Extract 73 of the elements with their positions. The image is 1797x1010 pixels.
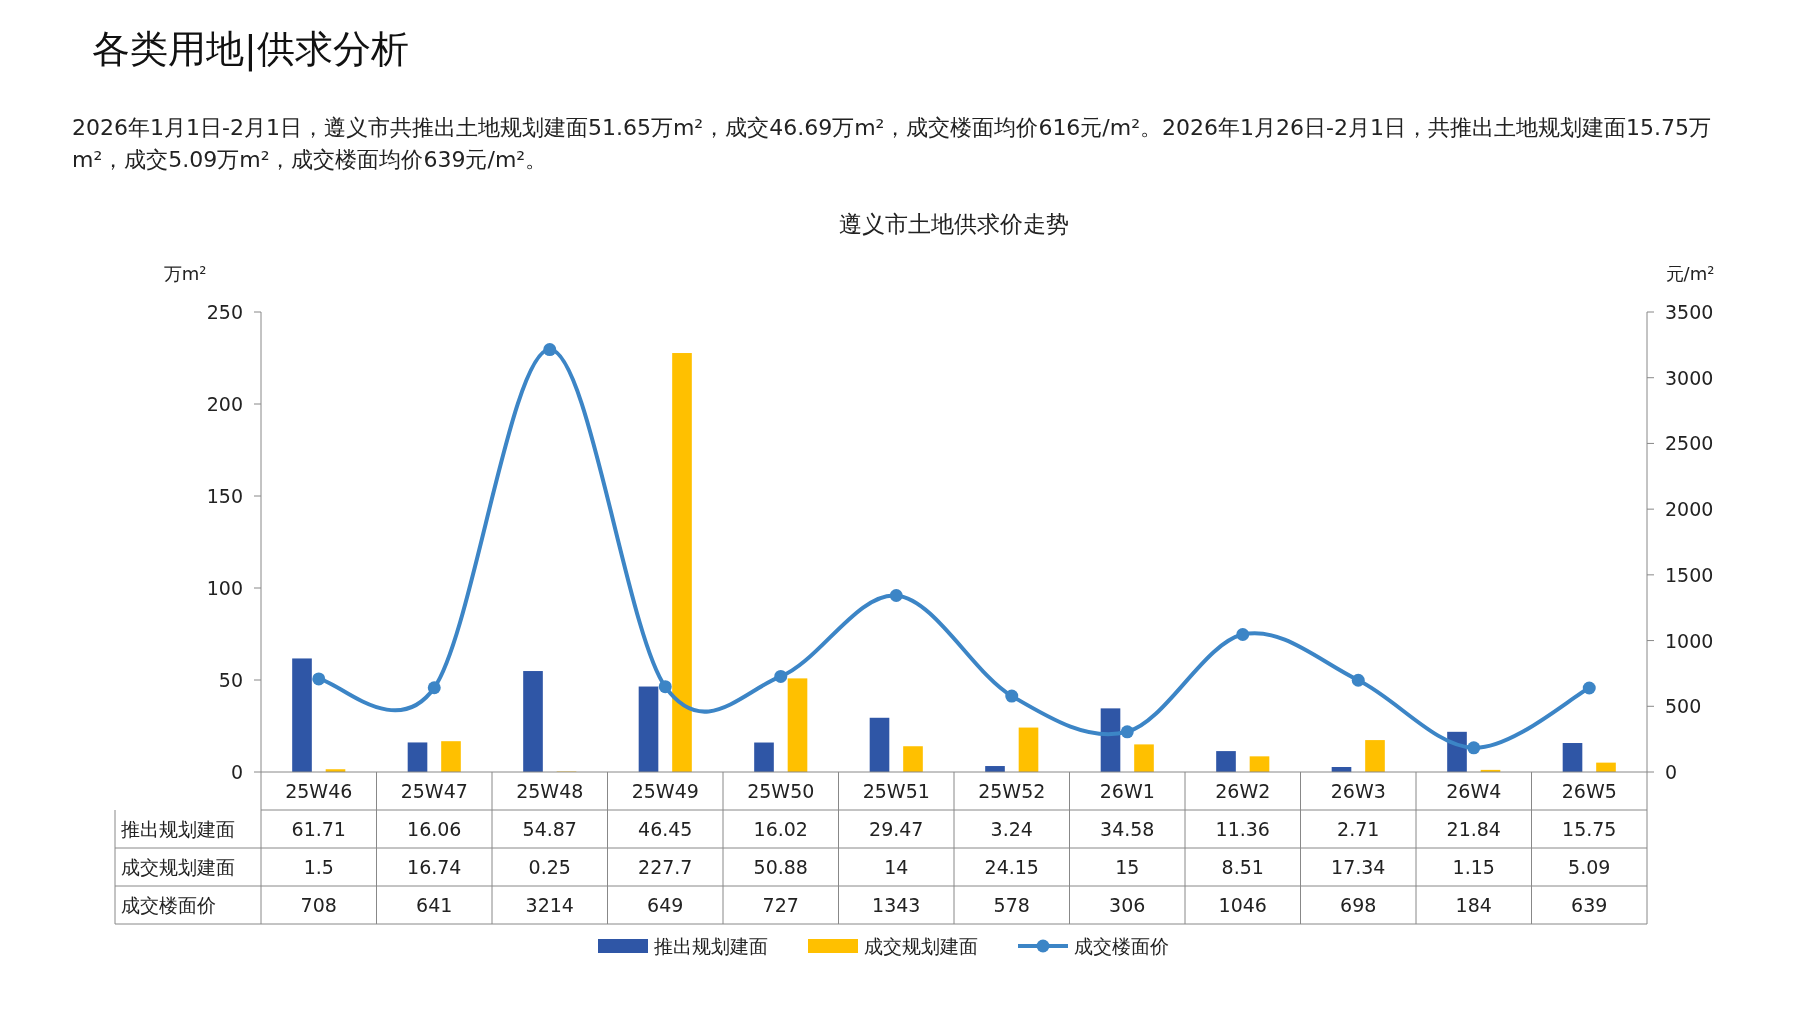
y2-tick-label: 2000: [1665, 498, 1714, 521]
y2-tick-label: 2500: [1665, 432, 1714, 455]
data-label: 1.15: [1452, 856, 1495, 878]
legend-label: 推出规划建面: [654, 935, 768, 957]
data-label: 649: [647, 894, 684, 916]
y2-tick-label: 1000: [1665, 629, 1714, 652]
chart-title: 遵义市土地供求价走势: [839, 211, 1069, 237]
data-label: 639: [1571, 894, 1608, 916]
x-tick-label: 25W46: [285, 780, 353, 802]
data-label: 24.15: [984, 856, 1039, 878]
y-tick-label: 150: [206, 485, 243, 507]
x-tick-label: 25W47: [400, 780, 468, 802]
data-label: 1.5: [303, 856, 334, 878]
data-label: 306: [1109, 894, 1146, 916]
data-label: 46.45: [638, 818, 693, 840]
data-label: 29.47: [869, 818, 924, 840]
data-label: 698: [1340, 894, 1377, 916]
data-label: 54.87: [522, 818, 577, 840]
y2-tick-label: 3000: [1665, 366, 1714, 389]
data-label: 5.09: [1568, 856, 1611, 878]
text: 成交规划建面: [121, 856, 235, 878]
x-tick-label: 25W49: [631, 780, 699, 802]
x-tick-label: 26W3: [1330, 780, 1386, 802]
y2-tick-label: 500: [1665, 695, 1702, 718]
data-label: 61.71: [291, 818, 346, 840]
data-label: 641: [416, 894, 453, 916]
x-tick-label: 26W2: [1215, 780, 1271, 802]
y-tick-label: 50: [218, 669, 243, 691]
data-label: 34.58: [1100, 818, 1155, 840]
data-label: 50.88: [753, 856, 808, 878]
y-axis-title: 万m²: [163, 263, 207, 284]
data-label: 3.24: [990, 818, 1033, 840]
data-label: 11.36: [1215, 818, 1270, 840]
text: 成交楼面价: [121, 894, 216, 916]
data-label: 727: [762, 894, 799, 916]
data-label: 16.02: [753, 818, 808, 840]
data-label: 8.51: [1221, 856, 1264, 878]
y-tick-label: 0: [230, 761, 243, 783]
y2-tick-label: 0: [1665, 761, 1678, 783]
data-label: 708: [300, 894, 337, 916]
y2-tick-label: 1500: [1665, 563, 1714, 586]
y2-tick-label: 3500: [1665, 301, 1714, 323]
data-label: 16.06: [407, 818, 462, 840]
data-label: 227.7: [638, 856, 693, 878]
y-tick-label: 250: [206, 301, 243, 323]
data-label: 0.25: [528, 856, 571, 878]
legend-label: 成交楼面价: [1074, 935, 1169, 957]
y2-axis-title: 元/m²: [1665, 263, 1715, 284]
text: 推出规划建面: [121, 818, 235, 840]
y-tick-label: 100: [206, 577, 243, 599]
data-label: 1046: [1218, 894, 1267, 916]
data-label: 184: [1455, 894, 1492, 916]
x-tick-label: 26W4: [1446, 780, 1502, 802]
data-label: 3214: [525, 894, 574, 916]
text: 2026年1月1日-2月1日，遵义市共推出土地规划建面51.65万m²，成交46.69万m²，成交楼面均价616元/m²。2026年1月26日-2月1日，共推出土地规划建面15.75万m²，成交5.09万m²，成交楼面均价639元/m²。: [72, 114, 1712, 174]
x-tick-label: 25W50: [747, 780, 815, 802]
data-label: 578: [993, 894, 1030, 916]
x-tick-label: 25W48: [516, 780, 584, 802]
data-label: 2.71: [1337, 818, 1380, 840]
x-tick-label: 25W52: [978, 780, 1046, 802]
y-tick-label: 200: [206, 393, 243, 415]
data-label: 14: [884, 856, 909, 878]
x-tick-label: 26W1: [1099, 780, 1155, 802]
legend-label: 成交规划建面: [864, 935, 978, 957]
data-label: 21.84: [1446, 818, 1501, 840]
data-label: 15: [1115, 856, 1140, 878]
data-label: 15.75: [1562, 818, 1617, 840]
text: 各类用地|供求分析: [92, 26, 409, 74]
x-tick-label: 25W51: [862, 780, 930, 802]
data-label: 16.74: [407, 856, 462, 878]
data-label: 17.34: [1331, 856, 1386, 878]
x-tick-label: 26W5: [1561, 780, 1617, 802]
data-label: 1343: [872, 894, 921, 916]
